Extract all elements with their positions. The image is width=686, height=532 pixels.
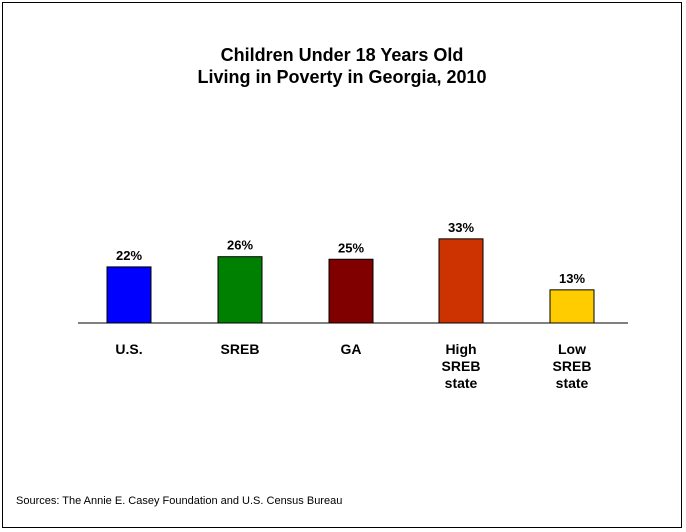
category-label-4-line-1: SREB [553,358,592,374]
category-label-3-line-1: SREB [442,358,481,374]
category-label-3-line-2: state [445,375,478,391]
value-label-1: 26% [227,238,253,253]
category-label-3-line-0: High [445,341,476,357]
bar-3 [438,238,484,324]
category-label-4-line-2: state [556,375,589,391]
category-label-4-line-0: Low [558,341,586,357]
category-label-0: U.S. [115,341,142,357]
value-label-4: 13% [559,271,585,286]
sources-note: Sources: The Annie E. Casey Foundation a… [16,495,343,507]
bar-4 [549,289,595,324]
value-label-2: 25% [338,240,364,255]
chart-title-line-1: Children Under 18 Years Old [220,45,464,65]
value-label-0: 22% [116,248,142,263]
value-label-3: 33% [448,220,474,235]
bar-0 [106,266,152,324]
category-label-1: SREB [221,341,260,357]
category-label-2: GA [341,341,362,357]
bar-2 [328,258,374,324]
bar-chart: 22%U.S.26%SREB25%GA33%HighSREBstate13%Lo… [78,220,628,391]
chart-title-line-2: Living in Poverty in Georgia, 2010 [197,67,487,87]
bar-1 [217,256,263,324]
